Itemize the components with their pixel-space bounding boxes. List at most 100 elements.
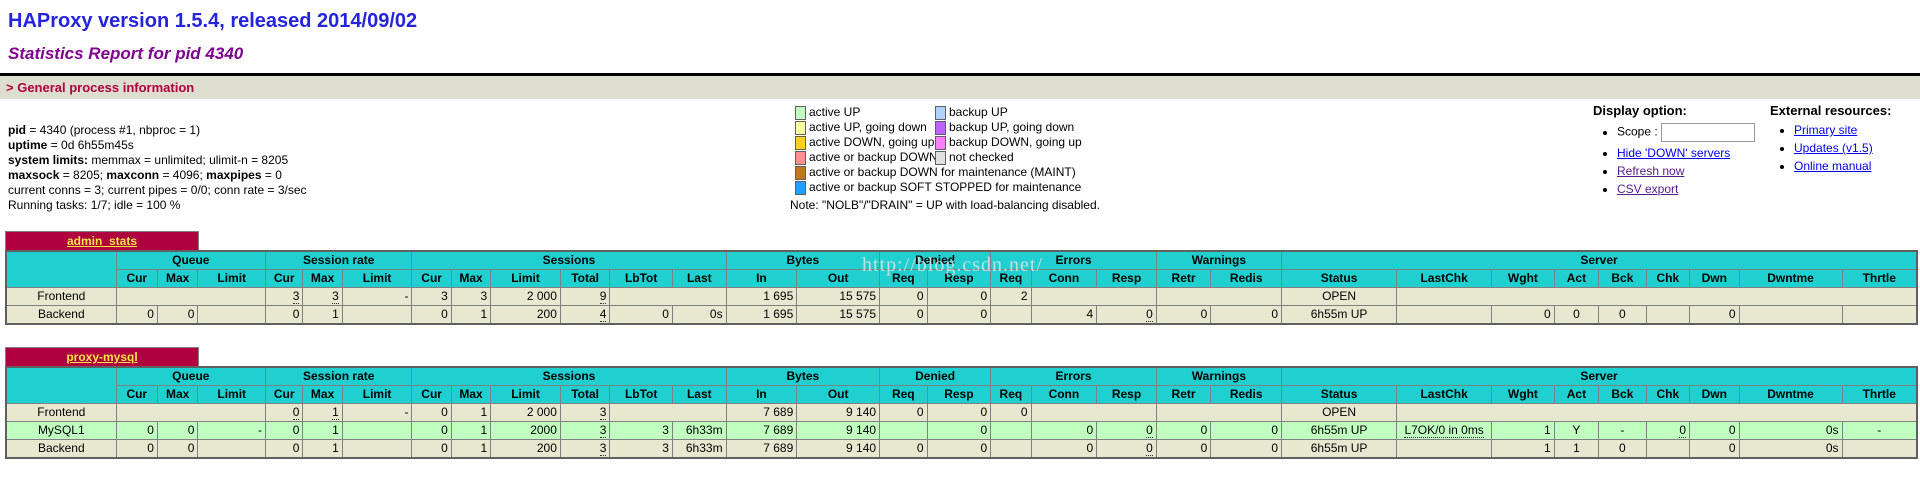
column-header-retr: Retr bbox=[1155, 269, 1212, 288]
stat-cell: 1 bbox=[1491, 421, 1555, 440]
status-swatch bbox=[935, 120, 946, 135]
stat-cell: 0 bbox=[265, 439, 304, 459]
stat-cell: 0 bbox=[411, 403, 452, 422]
link-refresh-now[interactable]: Refresh now bbox=[1617, 164, 1685, 178]
legend-item-backup-up-going-down: backup UP, going down bbox=[935, 120, 1082, 135]
status-swatch bbox=[795, 150, 806, 165]
table-row-mysql1: MySQL1 0 0-0 1 0 1 2000 3 3 6h33m 7 689 9 140 0 0 0 0 0 6… bbox=[5, 421, 1918, 440]
list-item: Online manual bbox=[1794, 159, 1891, 173]
stat-cell bbox=[1738, 305, 1843, 325]
stat-cell: OPEN bbox=[1281, 403, 1398, 422]
stat-cell bbox=[1645, 305, 1691, 325]
column-group-warnings: Warnings bbox=[1155, 250, 1283, 270]
stat-cell: 6h55m UP bbox=[1281, 439, 1398, 459]
stat-cell: 6h55m UP bbox=[1281, 305, 1398, 325]
stat-cell: 0 bbox=[1645, 421, 1691, 440]
column-header-wght: Wght bbox=[1491, 385, 1555, 404]
column-group-denied: Denied bbox=[879, 250, 992, 270]
stat-cell: 1 bbox=[450, 403, 492, 422]
stat-cell: 0 bbox=[1030, 439, 1098, 459]
column-header-req: Req bbox=[990, 269, 1032, 288]
column-header-redis: Redis bbox=[1210, 385, 1283, 404]
report-subtitle: Statistics Report for pid 4340 bbox=[8, 44, 244, 63]
legend-item-active-up: active UP bbox=[795, 105, 1100, 120]
stat-cell: 1 bbox=[450, 421, 492, 440]
stat-cell bbox=[1645, 439, 1691, 459]
row-label: Backend bbox=[5, 439, 117, 459]
tooltip-value: 3 bbox=[292, 289, 300, 304]
stat-cell: 6h33m bbox=[671, 439, 727, 459]
column-group-session-rate: Session rate bbox=[265, 250, 413, 270]
stat-cell: 0 bbox=[926, 287, 992, 306]
column-header-max: Max bbox=[302, 269, 343, 288]
legend-label: backup UP bbox=[949, 105, 1008, 119]
row-label: Frontend bbox=[5, 403, 117, 422]
column-header-bck: Bck bbox=[1598, 385, 1647, 404]
column-group-session-rate: Session rate bbox=[265, 366, 413, 386]
list-item: CSV export bbox=[1617, 182, 1755, 196]
column-header-resp: Resp bbox=[1096, 269, 1157, 288]
link-primary-site[interactable]: Primary site bbox=[1794, 123, 1858, 137]
stat-cell bbox=[1155, 287, 1283, 306]
legend-label: active or backup DOWN bbox=[809, 150, 938, 164]
column-header-max: Max bbox=[450, 385, 492, 404]
row-label: Frontend bbox=[5, 287, 117, 306]
column-header-bck: Bck bbox=[1598, 269, 1647, 288]
column-header-dwntme: Dwntme bbox=[1738, 385, 1843, 404]
stat-cell: 9 140 bbox=[796, 421, 881, 440]
legend-label: active DOWN, going up bbox=[809, 135, 935, 149]
status-swatch bbox=[795, 120, 806, 135]
stat-cell: 1 bbox=[450, 439, 492, 459]
stat-cell: 0 bbox=[926, 403, 992, 422]
stat-cell: 3 bbox=[450, 287, 492, 306]
column-header-limit: Limit bbox=[197, 269, 267, 288]
stat-cell: 1 bbox=[1553, 439, 1600, 459]
tooltip-value: 0 bbox=[1146, 441, 1153, 456]
column-header-max: Max bbox=[156, 269, 199, 288]
column-group-blank bbox=[5, 250, 117, 288]
stat-cell bbox=[115, 403, 267, 422]
scope-input[interactable] bbox=[1660, 123, 1755, 142]
column-header-in: In bbox=[725, 385, 798, 404]
stat-cell: - bbox=[1841, 421, 1918, 440]
stat-cell: 0 bbox=[1096, 439, 1157, 459]
column-header-total: Total bbox=[559, 269, 611, 288]
column-header-act: Act bbox=[1553, 385, 1600, 404]
link-online-manual[interactable]: Online manual bbox=[1794, 159, 1872, 173]
legend-right-column: backup UP backup UP, going down backup DOW… bbox=[935, 105, 1082, 165]
stat-cell: 0 bbox=[1155, 439, 1212, 459]
tooltip-value: 0 bbox=[1146, 423, 1153, 438]
proxy-title-bar: admin_stats bbox=[5, 231, 199, 250]
link-hide-down-servers[interactable]: Hide 'DOWN' servers bbox=[1617, 146, 1731, 160]
stat-cell bbox=[990, 439, 1032, 459]
stat-cell: 1 bbox=[302, 403, 343, 422]
stat-cell bbox=[1155, 403, 1283, 422]
column-header-lastchk: LastChk bbox=[1396, 269, 1493, 288]
table-row-frontend: Frontend 3 3-3 3 2 000 9 1 695 15 575 0 0 2 OPEN bbox=[5, 287, 1918, 306]
stat-cell: 1 695 bbox=[725, 305, 798, 325]
stat-cell bbox=[341, 421, 413, 440]
column-header-req: Req bbox=[990, 385, 1032, 404]
link-updates-v1-5[interactable]: Updates (v1.5) bbox=[1794, 141, 1873, 155]
stat-cell: 15 575 bbox=[796, 305, 881, 325]
stat-cell: 6h33m bbox=[671, 421, 727, 440]
status-swatch bbox=[935, 150, 946, 165]
column-header-thrtle: Thrtle bbox=[1841, 269, 1918, 288]
stat-cell: 3 bbox=[411, 287, 452, 306]
column-group-blank bbox=[5, 366, 117, 404]
column-header-chk: Chk bbox=[1645, 385, 1691, 404]
column-header-limit: Limit bbox=[341, 385, 413, 404]
stat-cell: 9 140 bbox=[796, 439, 881, 459]
link-csv-export[interactable]: CSV export bbox=[1617, 182, 1679, 196]
legend-item-active-or-backup-soft-stopped-for-maintenance: active or backup SOFT STOPPED for mainte… bbox=[795, 180, 1100, 195]
stat-cell: 4 bbox=[1030, 305, 1098, 325]
stat-cell: 0 bbox=[265, 403, 304, 422]
stat-cell: 0 bbox=[879, 403, 928, 422]
proxy-name-link[interactable]: proxy-mysql bbox=[66, 350, 138, 364]
section-header: > General process information bbox=[0, 76, 1920, 99]
stat-cell: 1 bbox=[302, 421, 343, 440]
stat-cell: 7 689 bbox=[725, 421, 798, 440]
proxy-name-link[interactable]: admin_stats bbox=[66, 234, 138, 248]
column-header-last: Last bbox=[671, 385, 727, 404]
stat-cell: 0 bbox=[1689, 305, 1740, 325]
